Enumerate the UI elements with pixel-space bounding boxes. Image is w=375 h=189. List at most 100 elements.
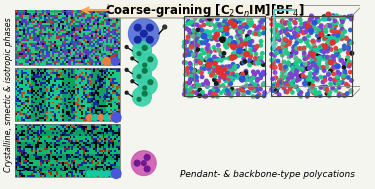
- Bar: [106, 43, 109, 45]
- Bar: [46, 169, 49, 171]
- Bar: [29, 101, 31, 103]
- Bar: [112, 41, 114, 43]
- Bar: [19, 157, 21, 160]
- Bar: [68, 91, 70, 94]
- Bar: [69, 53, 72, 55]
- Bar: [83, 41, 86, 43]
- Bar: [40, 55, 43, 57]
- Bar: [50, 165, 52, 167]
- Bar: [37, 87, 39, 90]
- Bar: [37, 79, 39, 82]
- Bar: [56, 55, 58, 57]
- Bar: [95, 41, 97, 43]
- Bar: [91, 97, 93, 100]
- Bar: [15, 59, 18, 61]
- Circle shape: [278, 48, 282, 52]
- Bar: [64, 163, 66, 166]
- Bar: [52, 151, 54, 154]
- Bar: [81, 117, 84, 119]
- Bar: [102, 26, 105, 29]
- Bar: [74, 105, 76, 107]
- Bar: [85, 105, 87, 107]
- Bar: [105, 163, 107, 166]
- Bar: [112, 55, 114, 57]
- Bar: [97, 134, 99, 136]
- Bar: [83, 35, 86, 37]
- Bar: [108, 57, 111, 59]
- Bar: [95, 97, 97, 100]
- Circle shape: [252, 74, 256, 77]
- Circle shape: [212, 91, 216, 94]
- Bar: [93, 25, 95, 27]
- Bar: [69, 16, 72, 19]
- Circle shape: [243, 12, 248, 17]
- Bar: [69, 51, 72, 53]
- Bar: [15, 111, 18, 113]
- Bar: [68, 130, 70, 132]
- Bar: [33, 161, 35, 164]
- Circle shape: [249, 53, 252, 56]
- Circle shape: [227, 22, 231, 26]
- Circle shape: [219, 26, 222, 29]
- Bar: [50, 33, 52, 35]
- Circle shape: [279, 67, 283, 70]
- Bar: [64, 134, 66, 136]
- Bar: [97, 149, 99, 152]
- Circle shape: [276, 83, 279, 86]
- Bar: [87, 89, 89, 92]
- Bar: [114, 105, 117, 107]
- Circle shape: [87, 171, 92, 177]
- Bar: [95, 117, 97, 119]
- Bar: [66, 51, 68, 53]
- Bar: [79, 105, 82, 107]
- Bar: [75, 75, 78, 78]
- Bar: [58, 117, 60, 119]
- Bar: [27, 117, 29, 119]
- Circle shape: [187, 94, 190, 98]
- Bar: [95, 149, 97, 152]
- Bar: [21, 159, 23, 162]
- Bar: [39, 87, 41, 90]
- Bar: [110, 113, 112, 115]
- Circle shape: [279, 64, 282, 67]
- Circle shape: [195, 82, 198, 86]
- Bar: [112, 132, 114, 134]
- Bar: [27, 145, 29, 148]
- Bar: [93, 169, 95, 171]
- Bar: [93, 138, 95, 140]
- Bar: [106, 167, 109, 170]
- Bar: [40, 15, 43, 17]
- Bar: [37, 83, 39, 86]
- Bar: [19, 136, 21, 138]
- Bar: [48, 10, 51, 13]
- Bar: [99, 153, 101, 156]
- Bar: [50, 103, 52, 105]
- Bar: [85, 26, 87, 29]
- Bar: [87, 45, 89, 47]
- Bar: [27, 67, 29, 70]
- Bar: [15, 43, 18, 45]
- Bar: [34, 20, 37, 23]
- Bar: [58, 22, 60, 25]
- Bar: [25, 83, 27, 86]
- Bar: [72, 61, 74, 63]
- Bar: [72, 12, 74, 15]
- Bar: [105, 157, 107, 160]
- Bar: [54, 113, 56, 115]
- Bar: [44, 16, 46, 19]
- Bar: [87, 10, 89, 13]
- Bar: [89, 41, 91, 43]
- Bar: [60, 157, 62, 160]
- Bar: [15, 31, 18, 33]
- Bar: [62, 173, 64, 175]
- Circle shape: [272, 63, 275, 67]
- Circle shape: [184, 53, 188, 57]
- Circle shape: [342, 94, 346, 97]
- Circle shape: [254, 61, 258, 64]
- Bar: [99, 93, 101, 96]
- Bar: [106, 19, 109, 21]
- Bar: [23, 63, 26, 65]
- Bar: [54, 81, 56, 84]
- Circle shape: [237, 89, 240, 92]
- Circle shape: [318, 57, 322, 60]
